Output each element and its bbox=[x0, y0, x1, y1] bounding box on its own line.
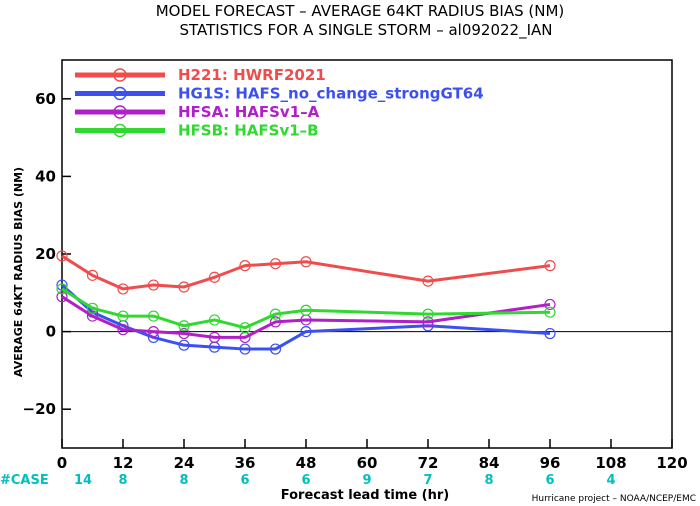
series-line-2 bbox=[61, 295, 551, 339]
y-tick-label: −20 bbox=[23, 400, 56, 418]
data-point bbox=[86, 310, 99, 322]
legend-entry: HFSB: HAFSv1–B bbox=[178, 122, 319, 140]
data-point bbox=[147, 310, 160, 322]
x-tick-label: 60 bbox=[357, 454, 378, 472]
case-count-value: 7 bbox=[423, 473, 432, 488]
y-tick-label: 0 bbox=[46, 323, 56, 341]
legend-entry: H221: HWRF2021 bbox=[178, 66, 326, 84]
case-counts: 14 8 8 6 6 9 7 8 6 4 bbox=[74, 473, 616, 488]
x-tick-label: 84 bbox=[479, 454, 500, 472]
x-tick-label: 12 bbox=[113, 454, 134, 472]
case-count-value: 8 bbox=[118, 473, 127, 488]
series-line-1 bbox=[61, 283, 551, 351]
chart-title: MODEL FORECAST – AVERAGE 64KT RADIUS BIA… bbox=[156, 2, 565, 20]
data-point bbox=[300, 326, 312, 338]
x-tick-label: 24 bbox=[174, 454, 195, 472]
data-point bbox=[544, 306, 556, 318]
data-point bbox=[544, 327, 556, 340]
case-count-value: 9 bbox=[362, 473, 371, 488]
data-point bbox=[269, 258, 282, 270]
data-point bbox=[86, 302, 99, 314]
x-tick-label: 0 bbox=[57, 454, 67, 472]
data-point bbox=[239, 343, 251, 355]
data-point bbox=[56, 283, 68, 295]
data-point bbox=[269, 308, 282, 320]
case-count-value: 6 bbox=[240, 473, 249, 488]
data-point bbox=[117, 283, 129, 295]
x-tick-label: 36 bbox=[235, 454, 256, 472]
case-count-value: 14 bbox=[74, 473, 92, 488]
data-point bbox=[269, 343, 282, 355]
y-tick-label: 60 bbox=[35, 90, 56, 108]
data-point bbox=[544, 260, 556, 272]
y-axis-label: AVERAGE 64KT RADIUS BIAS (NM) bbox=[12, 167, 25, 377]
data-point bbox=[147, 326, 160, 338]
x-tick-label: 72 bbox=[418, 454, 439, 472]
legend-entry: HG1S: HAFS_no_change_strongGT64 bbox=[178, 85, 484, 103]
data-point bbox=[422, 316, 434, 328]
legend-swatch-marker bbox=[113, 105, 127, 119]
data-point bbox=[544, 298, 556, 311]
chart-subtitle: STATISTICS FOR A SINGLE STORM – al092022… bbox=[179, 21, 552, 40]
legend-entry: HFSA: HAFSv1–A bbox=[178, 103, 320, 121]
data-point bbox=[117, 324, 129, 336]
data-point bbox=[56, 291, 68, 303]
case-count-value: 8 bbox=[484, 473, 493, 488]
data-point bbox=[300, 256, 312, 268]
case-count-value: 6 bbox=[301, 473, 310, 488]
data-point bbox=[86, 269, 99, 281]
data-point bbox=[208, 314, 221, 326]
credit-text: Hurricane project – NOAA/NCEP/EMC bbox=[532, 494, 696, 504]
x-tick-label: 120 bbox=[656, 454, 687, 472]
data-point bbox=[208, 331, 221, 344]
x-axis-label: Forecast lead time (hr) bbox=[281, 488, 449, 503]
data-point bbox=[269, 316, 282, 328]
data-point bbox=[239, 260, 251, 272]
series-line-0 bbox=[61, 254, 551, 291]
data-point bbox=[56, 250, 68, 262]
data-point bbox=[239, 322, 251, 334]
series-line-3 bbox=[61, 287, 551, 330]
plot-frame bbox=[61, 59, 673, 449]
x-tick-label: 48 bbox=[296, 454, 317, 472]
data-point bbox=[178, 281, 190, 293]
legend-swatch-marker bbox=[113, 123, 127, 138]
legend-swatch-marker bbox=[113, 86, 127, 101]
data-point bbox=[117, 310, 129, 322]
case-count-label: #CASE bbox=[0, 473, 49, 488]
data-point bbox=[178, 339, 190, 351]
y-tick-label: 40 bbox=[35, 167, 56, 185]
x-axis: 0 12 24 36 48 60 72 84 96 108 120 bbox=[57, 439, 688, 472]
data-point bbox=[422, 308, 434, 320]
y-axis: 60 40 20 0 −20 bbox=[23, 90, 71, 418]
series-layer bbox=[56, 250, 556, 355]
data-point bbox=[178, 327, 190, 340]
y-tick-label: 20 bbox=[35, 245, 56, 263]
data-point bbox=[147, 279, 160, 291]
case-count-value: 4 bbox=[606, 473, 615, 488]
x-tick-label: 108 bbox=[595, 454, 626, 472]
data-point bbox=[178, 320, 190, 332]
legend-swatch-marker bbox=[113, 68, 127, 82]
data-point bbox=[422, 275, 434, 287]
data-point bbox=[208, 271, 221, 283]
case-count-value: 8 bbox=[179, 473, 188, 488]
data-point bbox=[300, 304, 312, 316]
case-count-value: 6 bbox=[545, 473, 554, 488]
x-tick-label: 96 bbox=[540, 454, 561, 472]
